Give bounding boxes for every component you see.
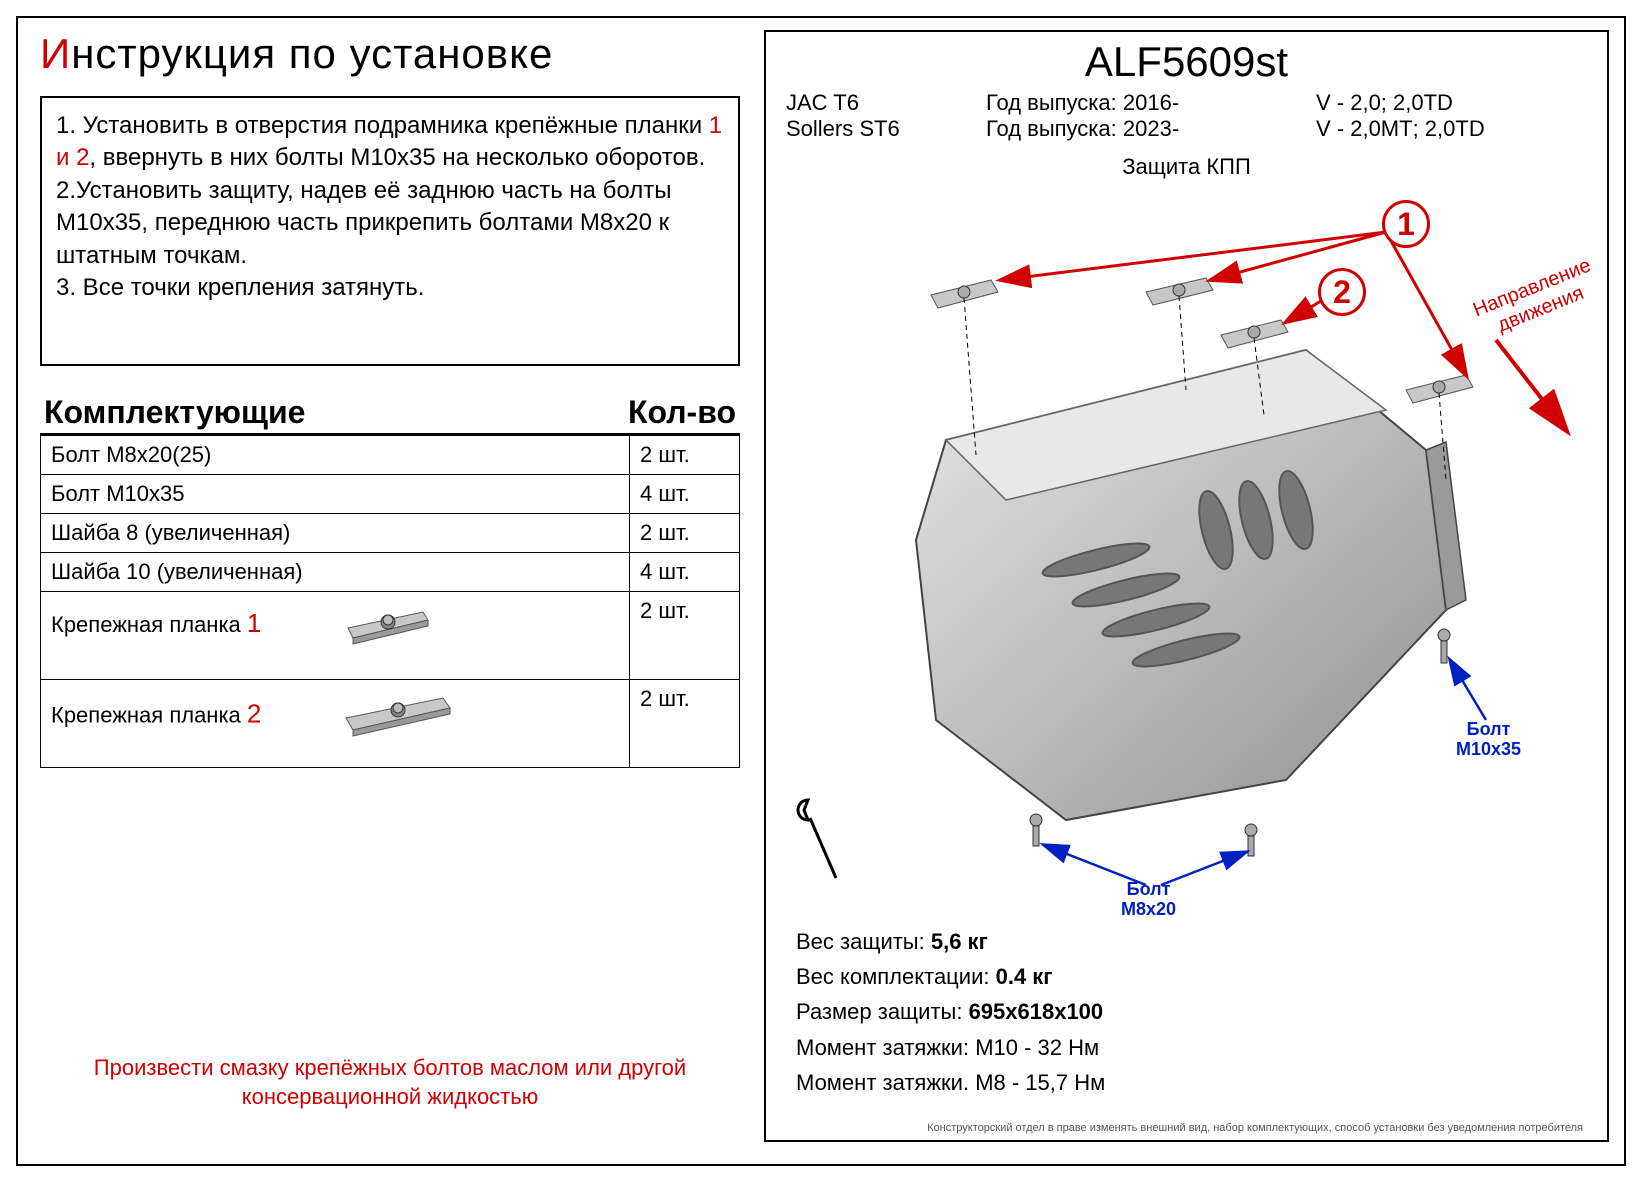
vehicle-year-1: Год выпуска: 2016- — [986, 90, 1316, 116]
table-row: Крепежная планка 2 2 шт. — [41, 680, 740, 768]
table-row: Болт М8х20(25) 2 шт. — [41, 436, 740, 475]
spec-torque-2: Момент затяжки. М8 - 15,7 Нм — [796, 1065, 1105, 1100]
bolt-label-m10: БолтМ10х35 — [1456, 720, 1521, 760]
part-qty: 4 шт. — [630, 475, 740, 514]
callout-2: 2 — [1318, 268, 1366, 316]
instruction-1b: , ввернуть в них болты М10х35 на несколь… — [89, 144, 705, 171]
exploded-diagram — [766, 180, 1611, 900]
parts-table: Болт М8х20(25) 2 шт. Болт М10х35 4 шт. Ш… — [40, 436, 740, 768]
vehicle-engine-1: V - 2,0; 2,0TD — [1316, 90, 1587, 116]
part-qty: 4 шт. — [630, 553, 740, 592]
bracket-1-icon — [328, 598, 448, 654]
part-name: Крепежная планка 1 — [41, 592, 630, 680]
table-row: Шайба 10 (увеличенная) 4 шт. — [41, 553, 740, 592]
table-row: Болт М10х35 4 шт. — [41, 475, 740, 514]
parts-header-right: Кол-во — [628, 394, 736, 431]
table-row: Шайба 8 (увеличенная) 2 шт. — [41, 514, 740, 553]
parts-header: Комплектующие Кол-во — [40, 392, 740, 436]
parts-header-left: Комплектующие — [44, 394, 305, 431]
spec-kit-val: 0.4 кг — [996, 964, 1053, 989]
part-name: Болт М8х20(25) — [41, 436, 630, 475]
title-rest: нструкция по установке — [71, 30, 553, 77]
instruction-2: 2.Установить защиту, надев её заднюю час… — [56, 177, 671, 269]
instruction-1a: 1. Установить в отверстия подрамника кре… — [56, 112, 709, 139]
callout-1: 1 — [1382, 200, 1430, 248]
part-qty: 2 шт. — [630, 680, 740, 768]
part-qty: 2 шт. — [630, 514, 740, 553]
spec-weight-val: 5,6 кг — [931, 929, 988, 954]
spec-torque-1: Момент затяжки: М10 - 32 Нм — [796, 1030, 1105, 1065]
vehicle-model-1: JAC T6 — [786, 90, 986, 116]
bracket-2-icon — [328, 686, 468, 747]
spec-kit-label: Вес комплектации: — [796, 964, 996, 989]
part-name: Шайба 10 (увеличенная) — [41, 553, 630, 592]
product-subtitle: Защита КПП — [766, 154, 1607, 180]
page-title: Инструкция по установке — [40, 30, 740, 78]
part-name: Шайба 8 (увеличенная) — [41, 514, 630, 553]
part-qty: 2 шт. — [630, 592, 740, 680]
spec-size-val: 695х618х100 — [969, 999, 1104, 1024]
vehicle-info: JAC T6 Sollers ST6 Год выпуска: 2016- Го… — [766, 86, 1607, 150]
vehicle-model-2: Sollers ST6 — [786, 116, 986, 142]
spec-size-label: Размер защиты: — [796, 999, 969, 1024]
right-panel: ALF5609st JAC T6 Sollers ST6 Год выпуска… — [764, 30, 1609, 1142]
diagram-area: 1 2 Направление движения БолтМ10х35 Болт… — [766, 180, 1607, 900]
disclaimer: Конструкторский отдел в праве изменять в… — [927, 1122, 1583, 1134]
part-qty: 2 шт. — [630, 436, 740, 475]
instructions-box: 1. Установить в отверстия подрамника кре… — [40, 96, 740, 366]
vehicle-engine-2: V - 2,0МТ; 2,0TD — [1316, 116, 1587, 142]
title-first-letter: И — [40, 30, 71, 77]
vehicle-year-2: Год выпуска: 2023- — [986, 116, 1316, 142]
table-row: Крепежная планка 1 2 шт. — [41, 592, 740, 680]
part-name: Крепежная планка 2 — [41, 680, 630, 768]
specs-block: Вес защиты: 5,6 кг Вес комплектации: 0.4… — [796, 924, 1105, 1100]
instruction-3: 3. Все точки крепления затянуть. — [56, 274, 424, 301]
footnote: Произвести смазку крепёжных болтов масло… — [40, 1053, 740, 1112]
bolt-label-m8: БолтМ8х20 — [1121, 880, 1176, 920]
left-column: Инструкция по установке 1. Установить в … — [40, 30, 740, 768]
product-code: ALF5609st — [766, 32, 1607, 86]
spec-weight-label: Вес защиты: — [796, 929, 931, 954]
part-name: Болт М10х35 — [41, 475, 630, 514]
